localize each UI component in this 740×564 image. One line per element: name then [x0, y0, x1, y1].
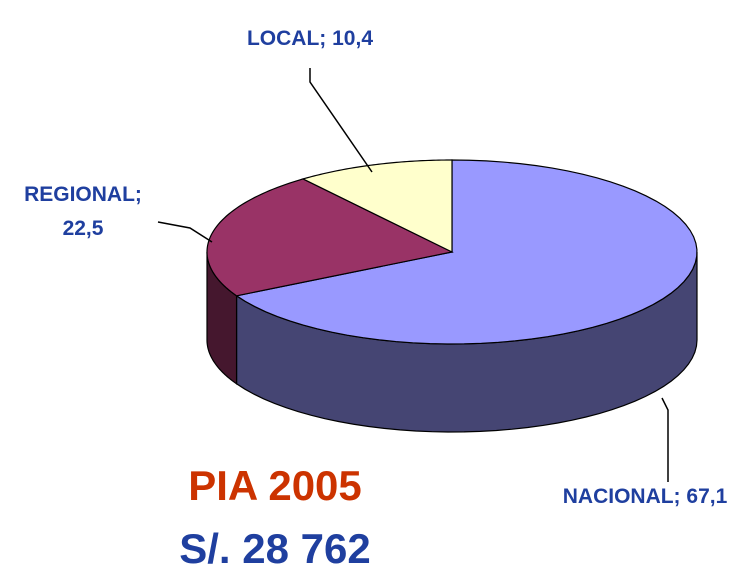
leader-line — [309, 68, 373, 173]
leader-line — [661, 397, 669, 482]
chart-subtitle: S/. 28 762 — [179, 525, 371, 564]
data-label: REGIONAL; 22,5 — [24, 183, 142, 240]
pie — [206, 159, 698, 433]
data-label: NACIONAL; 67,1 — [562, 485, 728, 508]
slice — [206, 178, 454, 297]
slice — [234, 159, 698, 345]
slice — [301, 159, 453, 253]
data-label: LOCAL; 10,4 — [246, 27, 374, 50]
leader-line — [157, 221, 213, 243]
chart-title: PIA 2005 — [188, 462, 362, 509]
